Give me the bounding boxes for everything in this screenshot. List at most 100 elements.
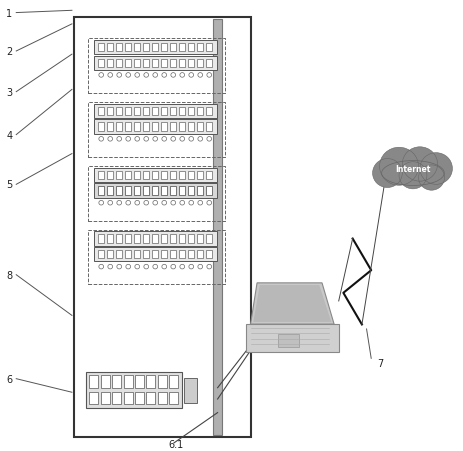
Circle shape <box>162 74 166 78</box>
Bar <box>169 376 178 388</box>
Bar <box>88 230 225 285</box>
Circle shape <box>117 201 121 206</box>
Bar <box>146 392 155 405</box>
Circle shape <box>188 265 193 269</box>
Bar <box>107 251 113 259</box>
Circle shape <box>418 166 444 191</box>
Bar <box>86 373 181 408</box>
Circle shape <box>135 137 139 142</box>
Text: 6: 6 <box>6 374 13 384</box>
Ellipse shape <box>381 161 444 186</box>
Circle shape <box>107 74 113 78</box>
Bar <box>188 60 194 68</box>
Bar <box>179 251 185 259</box>
Circle shape <box>162 201 166 206</box>
Circle shape <box>99 74 103 78</box>
Circle shape <box>180 265 184 269</box>
Bar <box>206 251 212 259</box>
Circle shape <box>379 148 418 186</box>
Bar <box>125 123 131 131</box>
Circle shape <box>197 137 202 142</box>
Circle shape <box>188 201 193 206</box>
Bar <box>134 235 140 243</box>
Bar <box>206 171 212 179</box>
Bar <box>94 184 216 198</box>
Bar <box>107 60 113 68</box>
Text: 6.1: 6.1 <box>169 439 183 449</box>
Circle shape <box>419 153 451 185</box>
Bar <box>179 44 185 52</box>
Bar <box>206 107 212 115</box>
Bar <box>206 60 212 68</box>
Circle shape <box>170 265 175 269</box>
Circle shape <box>372 159 401 188</box>
Bar <box>143 60 149 68</box>
Polygon shape <box>250 283 333 324</box>
Bar <box>107 187 113 195</box>
Bar <box>152 251 158 259</box>
Circle shape <box>180 74 184 78</box>
Circle shape <box>144 201 148 206</box>
Text: 1: 1 <box>6 9 13 18</box>
Bar <box>161 44 167 52</box>
Bar <box>107 171 113 179</box>
Bar <box>161 171 167 179</box>
Bar <box>161 60 167 68</box>
Bar <box>107 235 113 243</box>
Polygon shape <box>253 285 331 322</box>
Bar <box>278 335 298 347</box>
Bar <box>143 235 149 243</box>
Bar <box>135 392 144 405</box>
Circle shape <box>401 147 437 182</box>
Circle shape <box>206 265 211 269</box>
Bar <box>188 44 194 52</box>
Circle shape <box>117 137 121 142</box>
Bar <box>125 107 131 115</box>
Circle shape <box>162 265 166 269</box>
Bar <box>89 376 98 388</box>
Bar <box>94 41 216 55</box>
Bar <box>107 107 113 115</box>
Bar <box>116 123 122 131</box>
Bar <box>94 104 216 119</box>
Circle shape <box>152 265 157 269</box>
Bar <box>116 107 122 115</box>
Bar <box>116 60 122 68</box>
Bar <box>197 235 203 243</box>
Circle shape <box>99 201 103 206</box>
Bar <box>100 376 110 388</box>
Bar <box>157 392 166 405</box>
Circle shape <box>152 74 157 78</box>
Text: 7: 7 <box>376 358 383 368</box>
Bar <box>152 123 158 131</box>
Bar <box>98 187 104 195</box>
Bar <box>89 392 98 405</box>
Text: 3: 3 <box>6 87 13 97</box>
Bar <box>179 235 185 243</box>
Bar <box>146 376 155 388</box>
Bar <box>206 44 212 52</box>
Bar <box>116 251 122 259</box>
Bar <box>161 123 167 131</box>
Bar <box>188 107 194 115</box>
Text: 2: 2 <box>6 47 13 57</box>
Bar <box>116 187 122 195</box>
Circle shape <box>125 201 130 206</box>
Circle shape <box>135 265 139 269</box>
Bar <box>169 251 176 259</box>
Bar <box>125 171 131 179</box>
Circle shape <box>117 265 121 269</box>
Bar <box>134 60 140 68</box>
Bar <box>94 168 216 182</box>
Bar <box>98 44 104 52</box>
Bar <box>245 324 338 352</box>
Circle shape <box>144 137 148 142</box>
Circle shape <box>180 137 184 142</box>
Bar <box>197 187 203 195</box>
Bar <box>206 123 212 131</box>
Bar <box>169 235 176 243</box>
Bar <box>88 103 225 157</box>
Bar <box>134 107 140 115</box>
Bar <box>143 123 149 131</box>
Bar <box>98 235 104 243</box>
